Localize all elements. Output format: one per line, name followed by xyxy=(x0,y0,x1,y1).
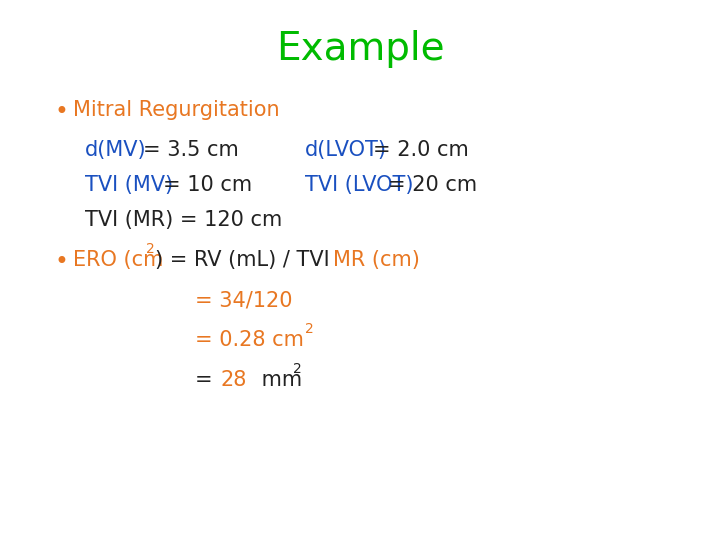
Text: = 0.28 cm: = 0.28 cm xyxy=(195,330,304,350)
Text: Example: Example xyxy=(276,30,444,68)
Text: Mitral Regurgitation: Mitral Regurgitation xyxy=(73,100,279,120)
Text: mm: mm xyxy=(255,370,302,390)
Text: TVI (LVOT): TVI (LVOT) xyxy=(305,175,413,195)
Text: 2: 2 xyxy=(293,362,302,376)
Text: =: = xyxy=(195,370,226,390)
Text: TVI (MV): TVI (MV) xyxy=(85,175,173,195)
Text: = 20 cm: = 20 cm xyxy=(388,175,477,195)
Text: = 34/120: = 34/120 xyxy=(195,290,292,310)
Text: = 2.0 cm: = 2.0 cm xyxy=(373,140,469,160)
Text: 2: 2 xyxy=(305,322,314,336)
Text: ERO (cm: ERO (cm xyxy=(73,250,163,270)
Text: = 3.5 cm: = 3.5 cm xyxy=(143,140,239,160)
Text: TVI (MR) = 120 cm: TVI (MR) = 120 cm xyxy=(85,210,282,230)
Text: MR (cm): MR (cm) xyxy=(333,250,420,270)
Text: 28: 28 xyxy=(220,370,246,390)
Text: d(MV): d(MV) xyxy=(85,140,147,160)
Text: ) = RV (mL) / TVI: ) = RV (mL) / TVI xyxy=(155,250,336,270)
Text: 2: 2 xyxy=(146,242,155,256)
Text: •: • xyxy=(55,250,69,274)
Text: = 10 cm: = 10 cm xyxy=(163,175,252,195)
Text: d(LVOT): d(LVOT) xyxy=(305,140,387,160)
Text: •: • xyxy=(55,100,69,124)
